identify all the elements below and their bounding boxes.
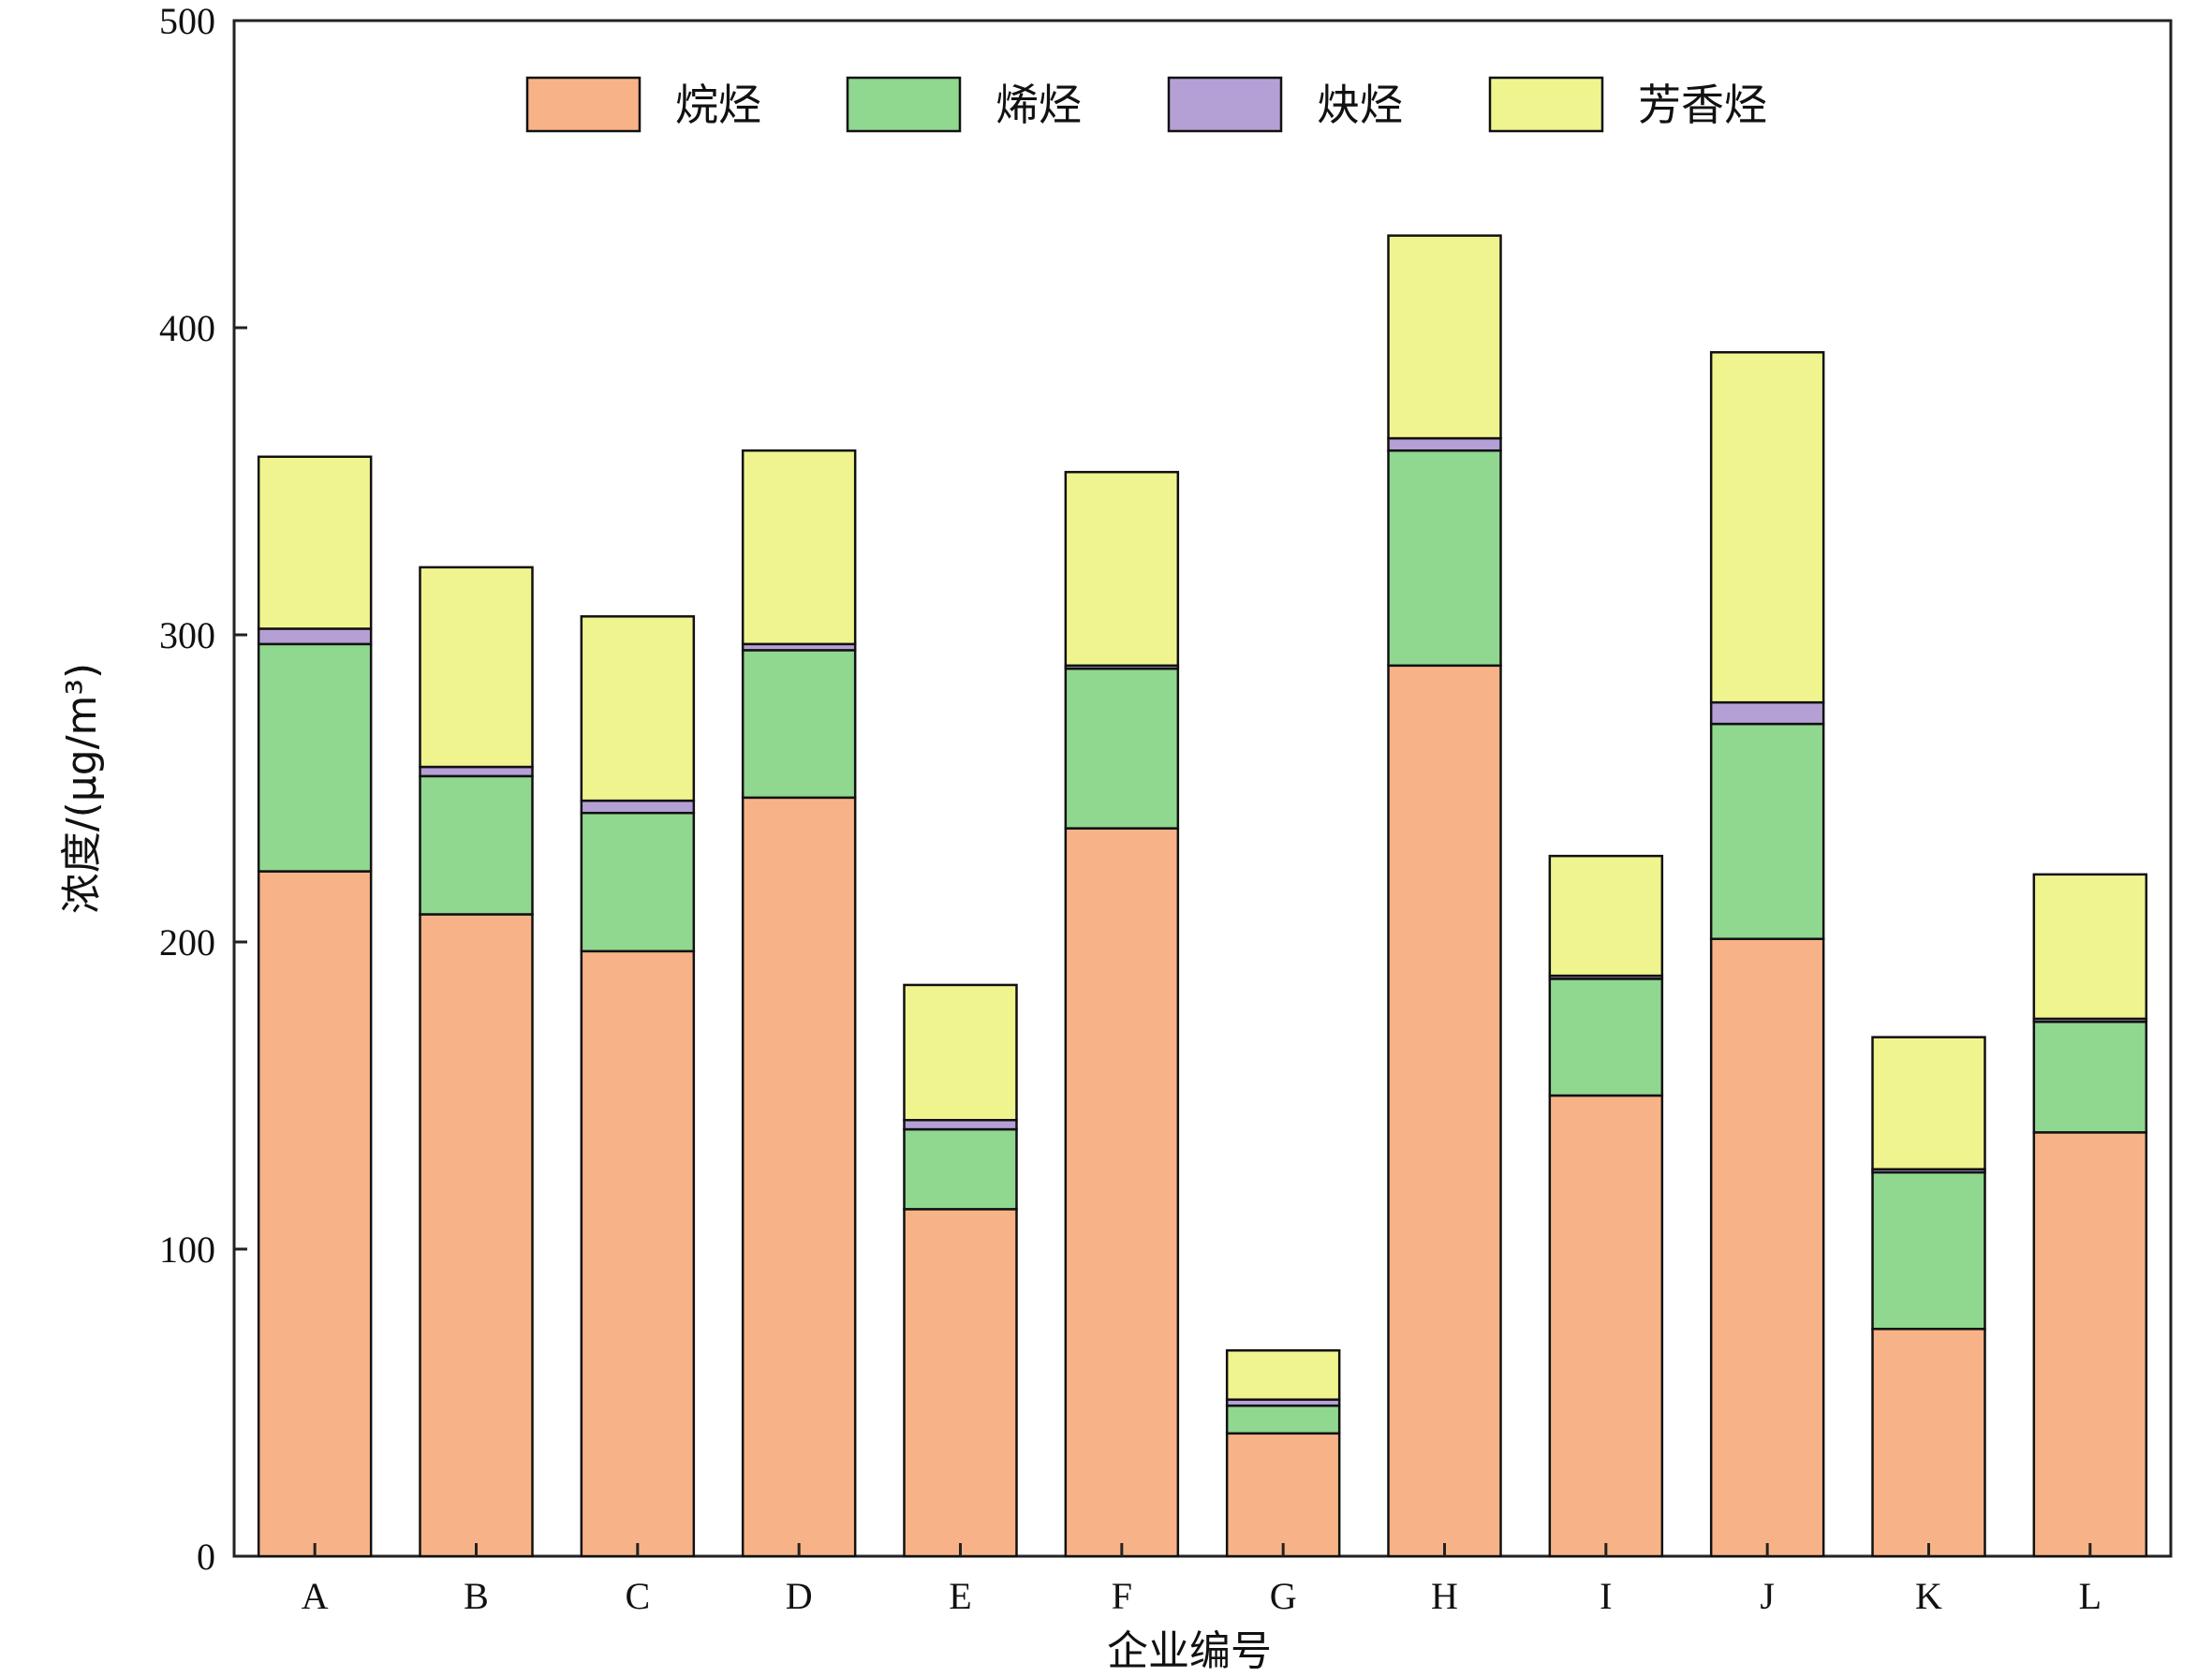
legend-label: 烷烃 xyxy=(675,80,761,130)
bar-segment-G-1 xyxy=(1225,1405,1341,1435)
x-tick-label: C xyxy=(625,1575,650,1617)
bar-segment-C-0 xyxy=(580,949,696,1558)
bar-segment-J-1 xyxy=(1709,722,1825,940)
bar-segment-A-3 xyxy=(257,455,373,630)
x-tick-label: E xyxy=(949,1575,971,1617)
y-tick-label: 300 xyxy=(159,614,215,656)
bar-segment-F-0 xyxy=(1064,827,1180,1558)
bar-segment-E-1 xyxy=(903,1127,1018,1211)
bar-segment-A-0 xyxy=(257,870,373,1558)
bar-segment-F-3 xyxy=(1064,470,1180,668)
bar-segment-E-3 xyxy=(903,983,1018,1122)
bar-segment-B-0 xyxy=(419,913,534,1558)
bar-segment-H-1 xyxy=(1387,449,1502,668)
x-tick-label: I xyxy=(1600,1575,1612,1617)
bar-segment-B-2 xyxy=(419,765,534,778)
bar-segment-G-0 xyxy=(1225,1432,1341,1558)
x-tick-label: G xyxy=(1270,1575,1297,1617)
bar-segment-I-0 xyxy=(1548,1094,1664,1558)
y-tick-label: 500 xyxy=(159,0,215,42)
bar-segment-J-0 xyxy=(1709,937,1825,1558)
bar-segment-E-0 xyxy=(903,1208,1018,1558)
y-axis-title: 浓度/(μg/m³) xyxy=(58,663,106,914)
bar-segment-K-1 xyxy=(1871,1170,1986,1331)
y-tick-label: 0 xyxy=(197,1536,215,1578)
x-axis: A B C D E F G H I J K L xyxy=(302,1543,2101,1617)
x-tick-label: D xyxy=(786,1575,813,1617)
bar-segment-B-3 xyxy=(419,566,534,769)
x-tick-label: K xyxy=(1915,1575,1942,1617)
legend-swatch xyxy=(525,76,641,133)
legend-label: 芳香烃 xyxy=(1638,80,1767,130)
bar-segment-D-0 xyxy=(741,796,857,1558)
legend-swatch xyxy=(846,76,962,133)
bar-segment-H-3 xyxy=(1387,234,1502,440)
y-axis: 0 100 200 300 400 500 xyxy=(159,0,247,1578)
bar-segment-D-1 xyxy=(741,649,857,800)
bar-segment-H-0 xyxy=(1387,664,1502,1558)
legend-label: 烯烃 xyxy=(995,80,1082,130)
plot-frame xyxy=(232,19,2173,1558)
bar-segment-C-2 xyxy=(580,799,696,815)
legend-swatch xyxy=(1488,76,1604,133)
bar-segment-K-0 xyxy=(1871,1328,1986,1558)
x-tick-label: J xyxy=(1760,1575,1775,1617)
bar-segment-F-1 xyxy=(1064,667,1180,830)
bar-segment-C-3 xyxy=(580,615,696,802)
bars-layer xyxy=(257,234,2148,1558)
bar-segment-A-1 xyxy=(257,642,373,873)
y-tick-label: 400 xyxy=(159,307,215,349)
x-tick-label: L xyxy=(2079,1575,2101,1617)
bar-segment-G-3 xyxy=(1225,1348,1341,1401)
x-tick-label: B xyxy=(464,1575,489,1617)
bar-segment-L-1 xyxy=(2032,1021,2148,1134)
bar-segment-J-3 xyxy=(1709,350,1825,704)
bar-segment-I-1 xyxy=(1548,978,1664,1097)
bar-segment-C-1 xyxy=(580,811,696,953)
bar-segment-K-3 xyxy=(1871,1036,1986,1170)
legend-swatch xyxy=(1167,76,1283,133)
y-tick-label: 200 xyxy=(159,921,215,964)
bar-segment-L-0 xyxy=(2032,1131,2148,1558)
legend: 烷烃 烯烃 炔烃 芳香烃 xyxy=(525,76,1767,133)
bar-segment-J-2 xyxy=(1709,700,1825,726)
bar-segment-D-3 xyxy=(741,449,857,646)
legend-label: 炔烃 xyxy=(1317,80,1403,130)
bar-segment-H-2 xyxy=(1387,436,1502,452)
bar-segment-B-1 xyxy=(419,774,534,916)
bar-segment-L-3 xyxy=(2032,873,2148,1021)
x-axis-title: 企业编号 xyxy=(1107,1627,1272,1675)
bar-segment-I-3 xyxy=(1548,854,1664,978)
x-tick-label: A xyxy=(302,1575,329,1617)
x-tick-label: F xyxy=(1112,1575,1132,1617)
bar-segment-A-2 xyxy=(257,627,373,646)
bar-segment-E-2 xyxy=(903,1118,1018,1131)
x-tick-label: H xyxy=(1431,1575,1458,1617)
y-tick-label: 100 xyxy=(159,1228,215,1271)
